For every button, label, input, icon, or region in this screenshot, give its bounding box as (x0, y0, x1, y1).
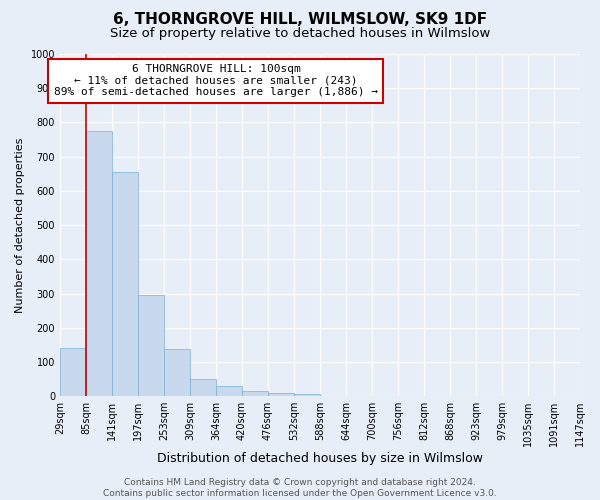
Bar (164, 349, 190, 396)
Text: 6 THORNGROVE HILL: 100sqm
← 11% of detached houses are smaller (243)
89% of semi: 6 THORNGROVE HILL: 100sqm ← 11% of detac… (54, 64, 378, 98)
Y-axis label: Number of detached properties: Number of detached properties (15, 138, 25, 313)
Bar (190, 379, 216, 396)
Text: 6, THORNGROVE HILL, WILMSLOW, SK9 1DF: 6, THORNGROVE HILL, WILMSLOW, SK9 1DF (113, 12, 487, 28)
Bar (60, 348, 86, 396)
Text: Contains HM Land Registry data © Crown copyright and database right 2024.
Contai: Contains HM Land Registry data © Crown c… (103, 478, 497, 498)
Bar (216, 386, 242, 396)
Bar (138, 296, 164, 396)
Text: Size of property relative to detached houses in Wilmslow: Size of property relative to detached ho… (110, 28, 490, 40)
Bar (242, 391, 268, 396)
Bar (268, 393, 294, 396)
Bar (86, 131, 112, 396)
Bar (294, 394, 320, 396)
X-axis label: Distribution of detached houses by size in Wilmslow: Distribution of detached houses by size … (157, 452, 483, 465)
Bar (112, 172, 138, 396)
